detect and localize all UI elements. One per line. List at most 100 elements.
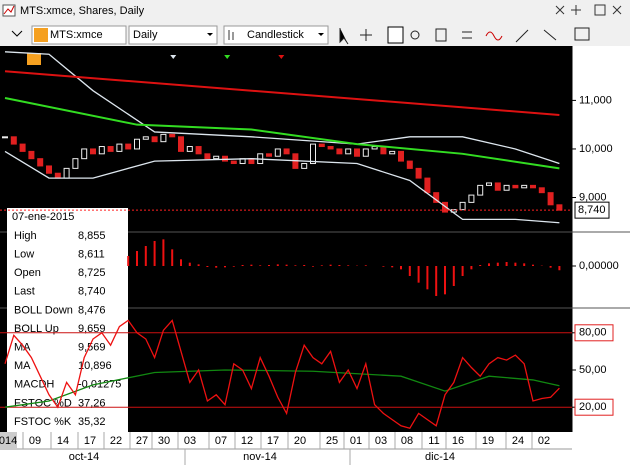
histogram-bar xyxy=(426,266,429,290)
histogram-bar xyxy=(162,239,165,266)
info-label: Last xyxy=(14,286,35,298)
candle xyxy=(178,136,184,152)
style-dropdown[interactable] xyxy=(223,25,329,45)
y-tick-label: 10,000 xyxy=(579,143,613,155)
x-day-label: 014 xyxy=(0,435,17,447)
histogram-bar xyxy=(514,262,517,266)
histogram-bar xyxy=(400,266,402,270)
info-value: 8,611 xyxy=(78,249,105,261)
candle xyxy=(19,143,26,152)
candle xyxy=(538,187,545,194)
pointer-tool[interactable] xyxy=(339,28,349,45)
dropdown-arrow xyxy=(207,33,213,36)
histogram-bar xyxy=(241,265,244,266)
info-date: 07-ene-2015 xyxy=(12,211,74,223)
candle xyxy=(327,146,334,150)
y-tick-label: 0,00000 xyxy=(579,260,619,272)
x-day-label: 25 xyxy=(326,435,338,447)
period-dropdown[interactable] xyxy=(128,25,218,45)
histogram-bar xyxy=(452,266,455,286)
scale-tool[interactable] xyxy=(462,31,472,39)
histogram-bar xyxy=(206,266,209,267)
candle xyxy=(301,163,308,169)
x-month-label: nov-14 xyxy=(243,451,277,463)
candle xyxy=(512,184,519,189)
indicator-line xyxy=(4,70,560,116)
histogram-bar xyxy=(294,265,297,266)
crosshair-tool[interactable] xyxy=(360,29,372,41)
histogram-bar xyxy=(338,265,341,266)
histogram-bar xyxy=(435,266,438,296)
x-month-label: dic-14 xyxy=(425,451,455,463)
legend-arrow xyxy=(224,55,231,59)
line-tool[interactable] xyxy=(515,29,529,43)
candle xyxy=(468,194,475,203)
eraser-tool[interactable] xyxy=(543,29,557,41)
candle xyxy=(151,136,158,143)
candle xyxy=(160,133,167,143)
candle xyxy=(503,184,510,191)
candle xyxy=(2,136,8,139)
candle xyxy=(63,167,70,179)
candle xyxy=(415,167,422,179)
legend-entry: MA 50 xyxy=(190,51,221,63)
info-label: MACDH xyxy=(14,379,54,391)
y-tick-label: 9,000 xyxy=(579,191,607,203)
histogram-bar xyxy=(312,266,314,267)
histogram-bar xyxy=(268,265,270,266)
y-axis-area xyxy=(572,46,630,432)
x-day-label: 20 xyxy=(294,435,306,447)
properties-tool[interactable] xyxy=(574,27,590,41)
candle xyxy=(336,148,343,155)
info-tool[interactable] xyxy=(387,26,404,44)
fit-tool[interactable] xyxy=(435,28,447,42)
indicator-line xyxy=(4,96,560,170)
histogram-bar xyxy=(197,264,200,266)
candle xyxy=(213,155,220,160)
symbol-icon xyxy=(34,28,48,42)
pin-button[interactable] xyxy=(555,5,565,15)
close-button[interactable] xyxy=(612,5,622,15)
histogram-bar xyxy=(276,264,279,266)
x-day-label: 14 xyxy=(57,435,69,447)
x-day-label: 27 xyxy=(136,435,148,447)
legend-arrow xyxy=(278,55,285,59)
candle xyxy=(530,184,536,189)
maximize-button[interactable] xyxy=(594,4,606,16)
histogram-bar xyxy=(127,256,130,266)
period-text: Daily xyxy=(133,29,158,41)
histogram-bar xyxy=(461,266,464,276)
candle xyxy=(398,150,404,162)
histogram-bar xyxy=(171,249,174,266)
symbol-input[interactable] xyxy=(31,25,127,45)
candle xyxy=(10,136,17,145)
last-price-box xyxy=(574,201,610,219)
title-bar xyxy=(0,0,630,22)
candle xyxy=(354,148,360,157)
indicator-line xyxy=(4,51,560,165)
histogram-bar xyxy=(303,265,306,266)
candle xyxy=(28,150,35,160)
collapse-button[interactable] xyxy=(11,30,23,37)
x-day-label: 17 xyxy=(84,435,96,447)
candle xyxy=(98,146,105,155)
zoom-tool[interactable] xyxy=(410,30,420,40)
candle xyxy=(186,146,193,152)
info-value: 8,476 xyxy=(78,304,106,316)
info-label: MA xyxy=(14,342,31,354)
candle xyxy=(266,153,272,157)
histogram-bar xyxy=(505,262,508,266)
info-label: MA xyxy=(14,360,31,372)
candle xyxy=(72,158,79,169)
indicator-tool[interactable] xyxy=(485,31,503,41)
candle xyxy=(547,192,554,206)
expand-button[interactable] xyxy=(571,5,581,15)
candle xyxy=(142,136,149,140)
candle xyxy=(521,184,528,189)
x-day-label: 11 xyxy=(428,435,439,447)
x-day-label: 07 xyxy=(215,435,227,447)
x-day-label: 08 xyxy=(401,435,413,447)
candle xyxy=(46,165,52,174)
window-icon-glyph xyxy=(3,5,15,15)
